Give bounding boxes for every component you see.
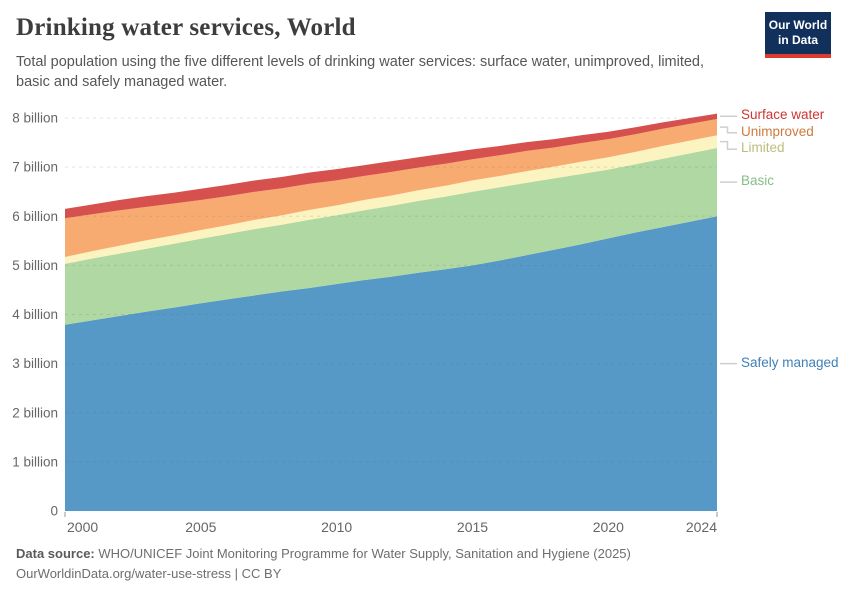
area-surface-water[interactable] — [65, 113, 717, 219]
legend-connector-limited — [720, 140, 737, 151]
chart-subtitle: Total population using the five differen… — [16, 54, 705, 90]
area-basic[interactable] — [65, 148, 717, 325]
y-axis-label: 5 billion — [12, 258, 58, 273]
legend-label-surface-water[interactable]: Surface water — [741, 107, 825, 123]
page-title: Drinking water services, World — [16, 14, 356, 41]
legend-label-basic[interactable]: Basic — [741, 173, 775, 189]
license-link[interactable]: OurWorldinData.org/water-use-stress | CC… — [16, 566, 282, 582]
y-axis-label: 8 billion — [12, 111, 58, 126]
data-source-line: Data source: WHO/UNICEF Joint Monitoring… — [16, 544, 816, 564]
x-axis-label: 2005 — [185, 519, 216, 535]
y-axis-label: 7 billion — [12, 160, 58, 175]
area-unimproved[interactable] — [65, 119, 717, 258]
chart-footer: Data source: WHO/UNICEF Joint Monitoring… — [16, 544, 816, 584]
x-axis-label: 2015 — [457, 519, 488, 535]
y-axis-label: 4 billion — [12, 307, 58, 322]
area-limited[interactable] — [65, 135, 717, 264]
y-axis-label: 1 billion — [12, 454, 58, 469]
owid-logo-line2: in Data — [777, 33, 818, 47]
data-source-text: WHO/UNICEF Joint Monitoring Programme fo… — [98, 546, 631, 561]
x-axis-label: 2010 — [321, 519, 352, 535]
x-axis-label: 2024 — [686, 519, 717, 535]
y-axis-label: 3 billion — [12, 356, 58, 371]
legend-connector-unimproved — [720, 126, 737, 134]
x-axis-label: 2000 — [67, 519, 98, 535]
y-axis-label: 2 billion — [12, 405, 58, 420]
legend-label-limited[interactable]: Limited — [741, 140, 785, 156]
legend-label-unimproved[interactable]: Unimproved — [741, 123, 814, 139]
owid-logo[interactable]: Our World in Data — [765, 12, 831, 58]
data-source-label: Data source: — [16, 546, 95, 561]
owid-logo-line1: Our World — [768, 18, 828, 33]
owid-logo-stripe — [765, 54, 831, 58]
legend-label-safely-managed[interactable]: Safely managed — [741, 354, 839, 370]
area-safely-managed[interactable] — [65, 216, 717, 512]
y-axis-label: 6 billion — [12, 209, 58, 224]
y-axis-label: 0 — [50, 504, 58, 519]
x-axis-label: 2020 — [593, 519, 624, 535]
